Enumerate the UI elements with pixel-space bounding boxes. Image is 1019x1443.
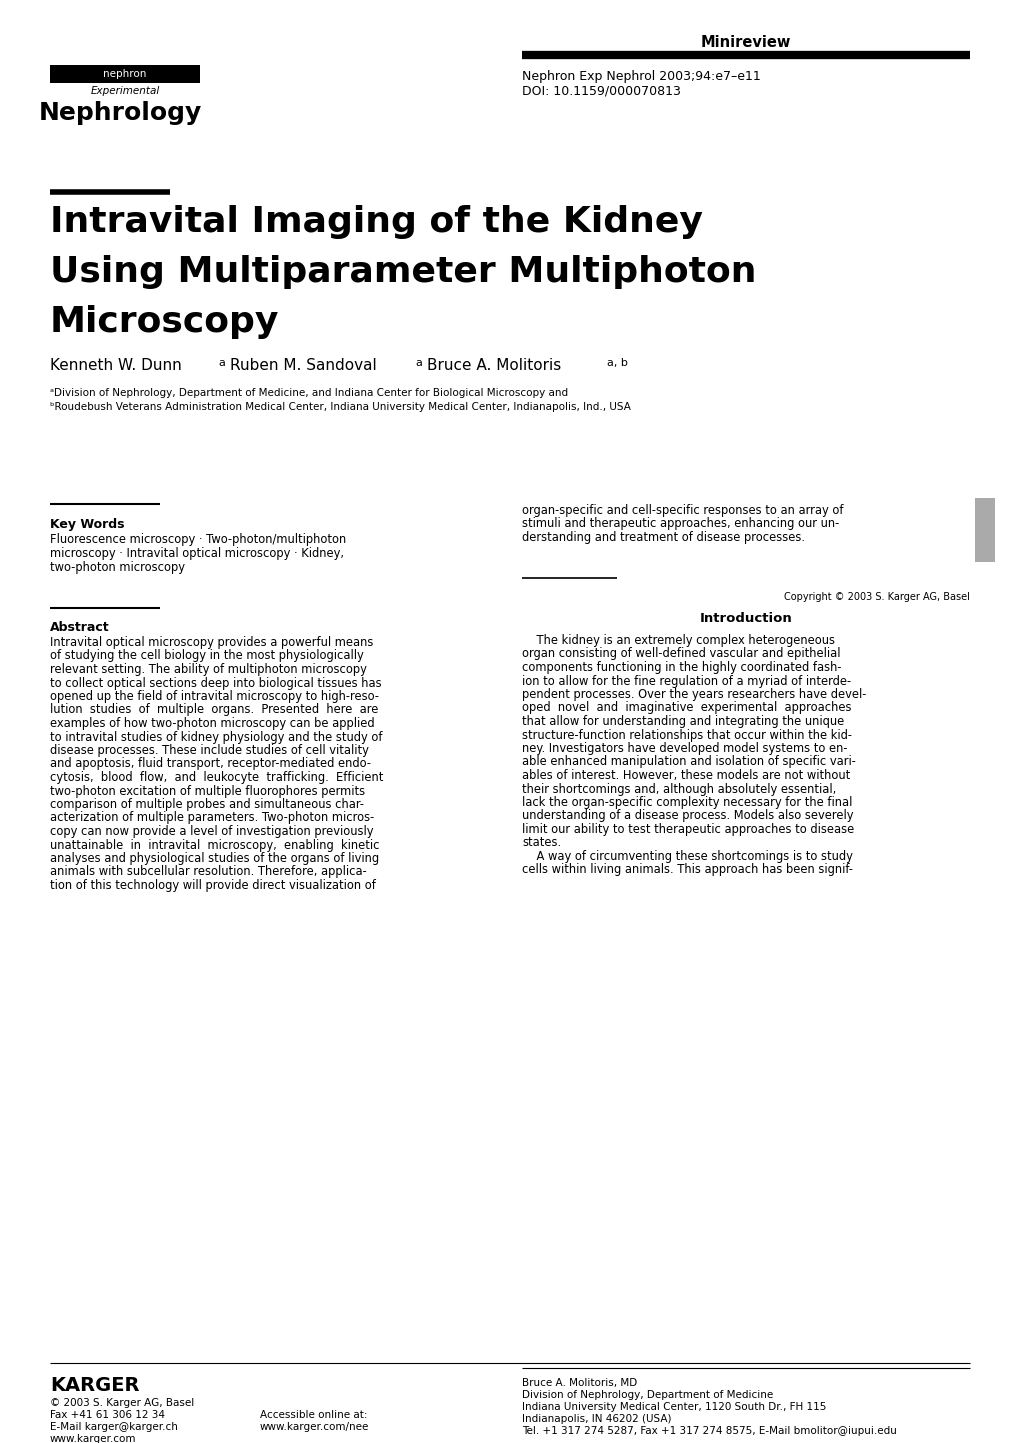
Text: Nephrology: Nephrology [39, 101, 202, 126]
Text: Division of Nephrology, Department of Medicine: Division of Nephrology, Department of Me… [522, 1390, 772, 1400]
Text: copy can now provide a level of investigation previously: copy can now provide a level of investig… [50, 825, 373, 838]
Text: oped  novel  and  imaginative  experimental  approaches: oped novel and imaginative experimental … [522, 701, 851, 714]
Text: and apoptosis, fluid transport, receptor-mediated endo-: and apoptosis, fluid transport, receptor… [50, 758, 371, 771]
Text: Abstract: Abstract [50, 620, 109, 633]
Text: organ consisting of well-defined vascular and epithelial: organ consisting of well-defined vascula… [522, 648, 840, 661]
Text: tion of this technology will provide direct visualization of: tion of this technology will provide dir… [50, 879, 376, 892]
Text: Ruben M. Sandoval: Ruben M. Sandoval [229, 358, 376, 372]
Text: relevant setting. The ability of multiphoton microscopy: relevant setting. The ability of multiph… [50, 662, 367, 675]
Text: The kidney is an extremely complex heterogeneous: The kidney is an extremely complex heter… [522, 633, 835, 646]
Text: Fluorescence microscopy · Two-photon/multiphoton: Fluorescence microscopy · Two-photon/mul… [50, 532, 345, 545]
Text: a, b: a, b [606, 358, 628, 368]
Text: states.: states. [522, 837, 560, 850]
Text: Minireview: Minireview [700, 35, 791, 51]
Text: to collect optical sections deep into biological tissues has: to collect optical sections deep into bi… [50, 677, 381, 690]
Text: analyses and physiological studies of the organs of living: analyses and physiological studies of th… [50, 851, 379, 864]
Text: a: a [218, 358, 224, 368]
Text: pendent processes. Over the years researchers have devel-: pendent processes. Over the years resear… [522, 688, 865, 701]
Text: Microscopy: Microscopy [50, 304, 279, 339]
Text: to intravital studies of kidney physiology and the study of: to intravital studies of kidney physiolo… [50, 730, 382, 743]
Text: Bruce A. Molitoris, MD: Bruce A. Molitoris, MD [522, 1378, 637, 1388]
Text: Nephron Exp Nephrol 2003;94:e7–e11: Nephron Exp Nephrol 2003;94:e7–e11 [522, 71, 760, 84]
Text: limit our ability to test therapeutic approaches to disease: limit our ability to test therapeutic ap… [522, 823, 854, 835]
Text: cells within living animals. This approach has been signif-: cells within living animals. This approa… [522, 863, 852, 876]
Text: Accessible online at:: Accessible online at: [260, 1410, 367, 1420]
Text: acterization of multiple parameters. Two-photon micros-: acterization of multiple parameters. Two… [50, 811, 374, 824]
Text: Experimental: Experimental [91, 87, 159, 97]
Text: www.karger.com/nee: www.karger.com/nee [260, 1421, 369, 1431]
Text: www.karger.com: www.karger.com [50, 1434, 137, 1443]
Text: unattainable  in  intravital  microscopy,  enabling  kinetic: unattainable in intravital microscopy, e… [50, 838, 379, 851]
Text: microscopy · Intravital optical microscopy · Kidney,: microscopy · Intravital optical microsco… [50, 547, 343, 560]
Text: ables of interest. However, these models are not without: ables of interest. However, these models… [522, 769, 850, 782]
Text: DOI: 10.1159/000070813: DOI: 10.1159/000070813 [522, 85, 681, 98]
Text: Indianapolis, IN 46202 (USA): Indianapolis, IN 46202 (USA) [522, 1414, 671, 1424]
Text: cytosis,  blood  flow,  and  leukocyte  trafficking.  Efficient: cytosis, blood flow, and leukocyte traff… [50, 771, 383, 784]
Text: comparison of multiple probes and simultaneous char-: comparison of multiple probes and simult… [50, 798, 364, 811]
Bar [50, 65, 200, 84]
Text: animals with subcellular resolution. Therefore, applica-: animals with subcellular resolution. The… [50, 866, 367, 879]
Text: Key Words: Key Words [50, 518, 124, 531]
Text: Fax +41 61 306 12 34: Fax +41 61 306 12 34 [50, 1410, 165, 1420]
Text: ᵇRoudebush Veterans Administration Medical Center, Indiana University Medical Ce: ᵇRoudebush Veterans Administration Medic… [50, 403, 631, 413]
Text: nephron: nephron [103, 69, 147, 79]
Text: © 2003 S. Karger AG, Basel: © 2003 S. Karger AG, Basel [50, 1398, 194, 1408]
Text: a: a [415, 358, 422, 368]
Bar [974, 498, 994, 561]
Text: of studying the cell biology in the most physiologically: of studying the cell biology in the most… [50, 649, 364, 662]
Text: able enhanced manipulation and isolation of specific vari-: able enhanced manipulation and isolation… [522, 756, 855, 769]
Text: Intravital optical microscopy provides a powerful means: Intravital optical microscopy provides a… [50, 636, 373, 649]
Text: ion to allow for the fine regulation of a myriad of interde-: ion to allow for the fine regulation of … [522, 674, 850, 687]
Text: disease processes. These include studies of cell vitality: disease processes. These include studies… [50, 745, 369, 758]
Text: stimuli and therapeutic approaches, enhancing our un-: stimuli and therapeutic approaches, enha… [522, 518, 839, 531]
Text: ᵃDivision of Nephrology, Department of Medicine, and Indiana Center for Biologic: ᵃDivision of Nephrology, Department of M… [50, 388, 568, 398]
Text: Intravital Imaging of the Kidney: Intravital Imaging of the Kidney [50, 205, 702, 240]
Text: that allow for understanding and integrating the unique: that allow for understanding and integra… [522, 714, 844, 729]
Text: Kenneth W. Dunn: Kenneth W. Dunn [50, 358, 181, 372]
Text: two-photon microscopy: two-photon microscopy [50, 561, 184, 574]
Text: Using Multiparameter Multiphoton: Using Multiparameter Multiphoton [50, 255, 756, 289]
Text: opened up the field of intravital microscopy to high-reso-: opened up the field of intravital micros… [50, 690, 379, 703]
Text: lution  studies  of  multiple  organs.  Presented  here  are: lution studies of multiple organs. Prese… [50, 704, 378, 717]
Text: derstanding and treatment of disease processes.: derstanding and treatment of disease pro… [522, 531, 804, 544]
Text: Bruce A. Molitoris: Bruce A. Molitoris [427, 358, 560, 372]
Text: ney. Investigators have developed model systems to en-: ney. Investigators have developed model … [522, 742, 847, 755]
Text: structure-function relationships that occur within the kid-: structure-function relationships that oc… [522, 729, 851, 742]
Text: Copyright © 2003 S. Karger AG, Basel: Copyright © 2003 S. Karger AG, Basel [784, 592, 969, 602]
Text: KARGER: KARGER [50, 1377, 140, 1395]
Text: organ-specific and cell-specific responses to an array of: organ-specific and cell-specific respons… [522, 504, 843, 517]
Text: their shortcomings and, although absolutely essential,: their shortcomings and, although absolut… [522, 782, 836, 795]
Text: understanding of a disease process. Models also severely: understanding of a disease process. Mode… [522, 810, 853, 823]
Text: A way of circumventing these shortcomings is to study: A way of circumventing these shortcoming… [522, 850, 852, 863]
Text: components functioning in the highly coordinated fash-: components functioning in the highly coo… [522, 661, 841, 674]
Text: lack the organ-specific complexity necessary for the final: lack the organ-specific complexity neces… [522, 797, 852, 810]
Text: Indiana University Medical Center, 1120 South Dr., FH 115: Indiana University Medical Center, 1120 … [522, 1403, 825, 1413]
Text: E-Mail karger@karger.ch: E-Mail karger@karger.ch [50, 1421, 177, 1431]
Text: two-photon excitation of multiple fluorophores permits: two-photon excitation of multiple fluoro… [50, 785, 365, 798]
Text: Introduction: Introduction [699, 612, 792, 625]
Text: examples of how two-photon microscopy can be applied: examples of how two-photon microscopy ca… [50, 717, 374, 730]
Text: Tel. +1 317 274 5287, Fax +1 317 274 8575, E-Mail bmolitor@iupui.edu: Tel. +1 317 274 5287, Fax +1 317 274 857… [522, 1426, 896, 1436]
